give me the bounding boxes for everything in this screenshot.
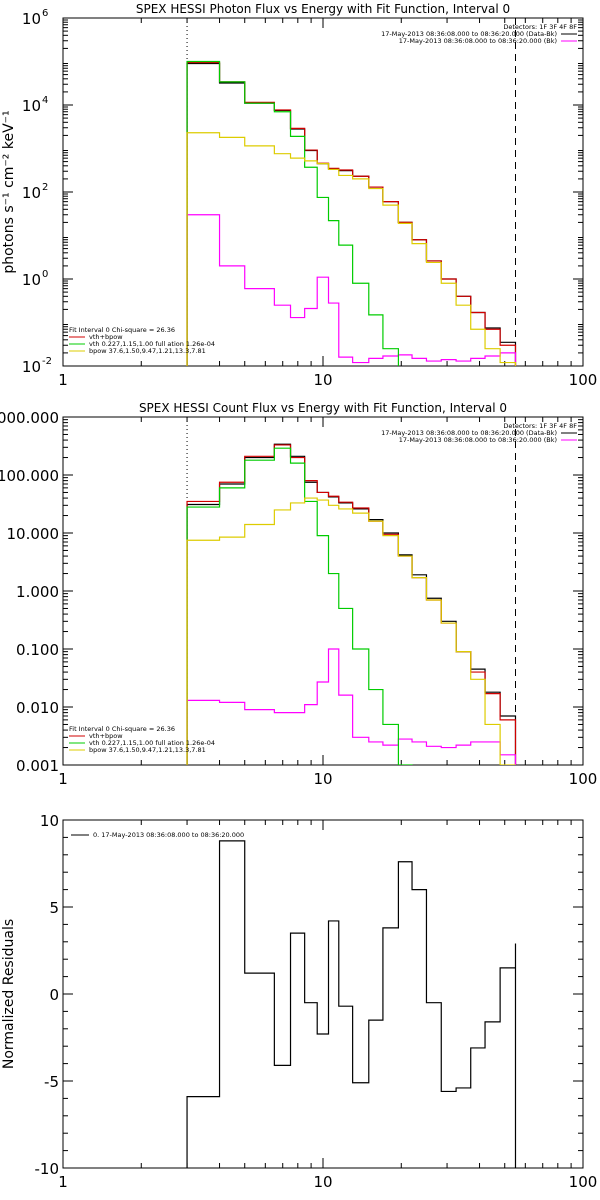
x-tick-label: 100	[569, 770, 598, 788]
y-tick-label: 0	[49, 986, 59, 1004]
series-group	[186, 443, 517, 765]
legend-entry: Fit Interval 0 Chi-square = 26.36	[69, 725, 175, 733]
y-tick-exponent: -2	[42, 356, 52, 367]
y-tick-label: 100.000	[0, 467, 59, 485]
legend-entry: vth 0.227,1.15,1.00 full ation 1.26e-04	[89, 739, 215, 747]
legend-entry: bpow 37.6,1.50,9.47,1.21,13.3,7.81	[89, 347, 206, 355]
y-tick-label: 0.001	[16, 757, 59, 775]
series-line-vth	[186, 447, 517, 765]
legend-entry: Detectors: 1F 3F 4F 8F	[503, 23, 577, 31]
x-tick-label: 1	[58, 1173, 68, 1191]
legend-entry: 17-May-2013 08:36:08.000 to 08:36:20.000…	[399, 436, 557, 444]
y-axis-label: Normalized Residuals	[1, 919, 17, 1069]
y-tick-label: 10.000	[7, 525, 60, 543]
legend-entry: Fit Interval 0 Chi-square = 26.36	[69, 326, 175, 334]
y-tick-label: 0.010	[16, 699, 59, 717]
y-tick-label: 1.000	[16, 583, 59, 601]
x-tick-label: 10	[313, 371, 332, 389]
y-tick-exponent: 0	[42, 269, 48, 280]
y-tick-label: 0.100	[16, 641, 59, 659]
chart-title: SPEX HESSI Photon Flux vs Energy with Fi…	[136, 2, 510, 16]
y-axis-label: photons s⁻¹ cm⁻² keV⁻¹	[1, 110, 17, 273]
plot-frame	[62, 17, 584, 367]
series-line-data	[186, 840, 517, 1168]
y-tick-label: -10	[35, 1160, 60, 1178]
x-tick-label: 100	[569, 371, 598, 389]
series-line-bpow	[186, 132, 517, 366]
chart-panel-1: SPEX HESSI Photon Flux vs Energy with Fi…	[1, 2, 597, 389]
y-tick-label: 5	[49, 899, 59, 917]
y-tick-label: 10	[22, 184, 41, 202]
x-tick-label: 100	[569, 1173, 598, 1191]
series-group	[186, 60, 517, 366]
y-tick-exponent: 2	[42, 182, 48, 193]
legend-entry: bpow 37.6,1.50,9.47,1.21,13.3,7.81	[89, 746, 206, 754]
chart-panel-3: 1 10 100 -10 -5 0 5 10 Normalized Residuals 0. 17…	[1, 812, 597, 1191]
series-line-data	[186, 443, 517, 765]
legend-entry: 17-May-2013 08:36:08.000 to 08:36:20.000…	[381, 429, 557, 437]
legend-entry: Detectors: 1F 3F 4F 8F	[503, 422, 577, 430]
x-tick-label: 10	[313, 770, 332, 788]
plot-frame	[62, 416, 584, 766]
legend-entry: vth+bpow	[89, 732, 123, 740]
series-line-background	[186, 61, 517, 366]
y-tick-exponent: 4	[42, 95, 48, 106]
legend-entry: 17-May-2013 08:36:08.000 to 08:36:20.000…	[399, 37, 557, 45]
y-tick-label: 10	[22, 10, 41, 28]
y-tick-exponent: 6	[42, 8, 48, 19]
chart-panel-2: SPEX HESSI Count Flux vs Energy with Fit…	[0, 401, 597, 788]
x-tick-label: 10	[313, 1173, 332, 1191]
y-tick-label: 10	[40, 812, 59, 830]
legend-entry: 0. 17-May-2013 08:36:08.000 to 08:36:20.…	[93, 831, 244, 839]
chart-title: SPEX HESSI Count Flux vs Energy with Fit…	[139, 401, 507, 415]
x-tick-label: 1	[58, 770, 68, 788]
x-tick-label: 1	[58, 371, 68, 389]
plot-frame	[62, 819, 584, 1169]
series-line-vth	[186, 60, 517, 366]
legend-entry: 17-May-2013 08:36:08.000 to 08:36:20.000…	[381, 30, 557, 38]
series-line-total	[186, 648, 517, 765]
y-tick-label: 10	[22, 358, 41, 376]
y-tick-label: 10	[22, 271, 41, 289]
series-group	[186, 840, 517, 1168]
series-line-data	[186, 62, 517, 366]
y-tick-label: 10	[22, 97, 41, 115]
y-tick-label: -5	[44, 1073, 59, 1091]
legend-entry: vth+bpow	[89, 333, 123, 341]
series-line-total	[186, 214, 517, 366]
series-line-bpow	[186, 497, 516, 765]
legend-entry: vth 0.227,1.15,1.00 full ation 1.26e-04	[89, 340, 215, 348]
series-line-background	[186, 444, 517, 765]
